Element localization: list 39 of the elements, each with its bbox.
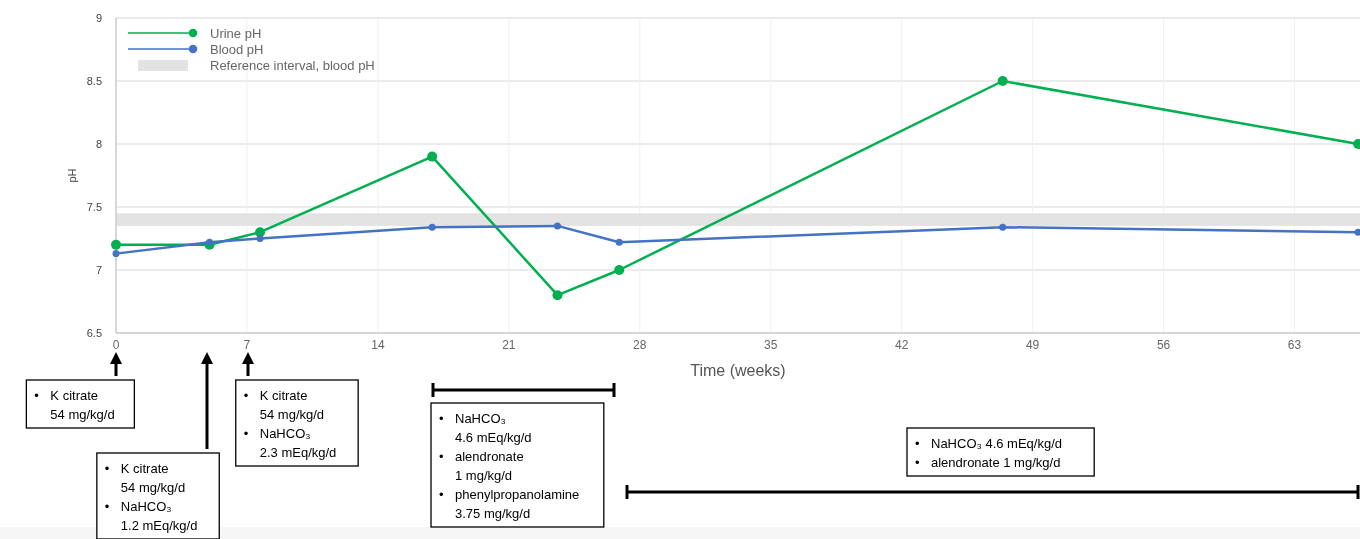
y-axis-title: pH xyxy=(66,168,78,183)
text: • NaHCO₃ 4.6 mEq/kg/d • alendronate 1 mg/kg/d • phenylpropanolamine 3.75 mg/kg/d xyxy=(439,411,580,521)
y-tick-label: 8.5 xyxy=(86,75,102,87)
x-tick-label: 49 xyxy=(1025,338,1040,352)
point xyxy=(427,151,438,162)
y-tick-label: 9 xyxy=(95,12,102,24)
point xyxy=(428,223,436,231)
x-tick-label: 35 xyxy=(764,338,778,352)
point xyxy=(206,238,214,246)
point xyxy=(112,250,120,258)
x-axis-title: Time (weeks) xyxy=(690,362,786,379)
y-tick-label: 8 xyxy=(95,138,102,150)
x-tick-label: 28 xyxy=(633,338,647,352)
text: • K citrate 54 mg/kg/d • NaHCO₃ 2.3 mEq/kg/d xyxy=(243,388,337,460)
x-tick-label: 63 xyxy=(1287,338,1302,352)
text: • K citrate 54 mg/kg/d xyxy=(34,388,115,422)
point xyxy=(1354,228,1360,236)
text: • K citrate 54 mg/kg/d • NaHCO₃ 1.2 mEq/kg/d xyxy=(104,461,198,533)
point xyxy=(256,235,264,242)
x-tick-label: 42 xyxy=(895,338,909,352)
y-tick-label: 6.5 xyxy=(86,327,102,339)
y-tick-label: 7.5 xyxy=(86,201,102,213)
point xyxy=(614,265,625,275)
legend-label: Reference interval, blood pH xyxy=(210,58,375,73)
point xyxy=(552,290,563,301)
point xyxy=(615,238,623,246)
x-tick-label: 7 xyxy=(243,338,251,352)
y-tick-label: 7 xyxy=(95,264,102,276)
point xyxy=(997,76,1008,86)
legend-label: Blood pH xyxy=(210,42,264,57)
point xyxy=(111,239,121,250)
text: • NaHCO₃ 4.6 mEq/kg/d • alendronate 1 mg/kg/d xyxy=(915,436,1063,470)
point xyxy=(999,223,1007,231)
x-tick-label: 0 xyxy=(112,338,120,352)
legend-label: Urine pH xyxy=(210,26,262,41)
x-tick-label: 14 xyxy=(371,338,385,352)
x-tick-label: 56 xyxy=(1156,338,1171,352)
point xyxy=(553,222,561,230)
x-tick-label: 21 xyxy=(502,338,516,352)
